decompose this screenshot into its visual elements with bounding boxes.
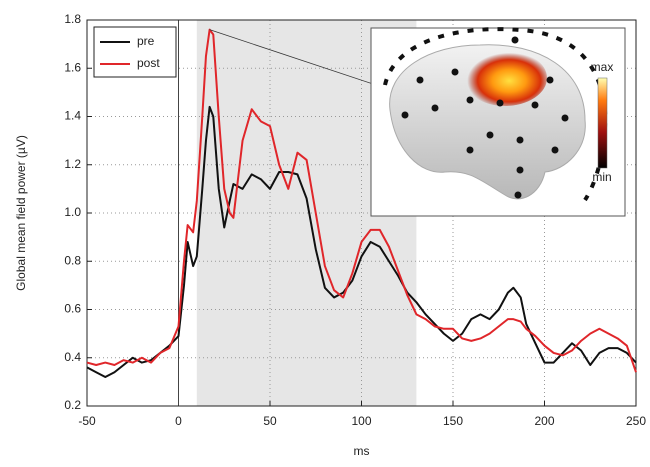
x-tick-label: 0 bbox=[175, 414, 182, 428]
x-axis-label: ms bbox=[354, 444, 370, 458]
x-tick-label: 50 bbox=[263, 414, 277, 428]
y-tick-label: 1.6 bbox=[64, 60, 81, 74]
colorbar-label: max bbox=[591, 60, 614, 74]
x-tick-label: 150 bbox=[443, 414, 463, 428]
inset-figure: max min bbox=[370, 27, 626, 217]
legend-label: pre bbox=[137, 34, 155, 48]
y-axis-label: Global mean field power (µV) bbox=[14, 135, 28, 291]
data-line bbox=[86, 28, 637, 373]
y-tick-label: 0.6 bbox=[64, 302, 81, 316]
y-tick-label: 0.2 bbox=[64, 398, 81, 412]
y-tick-label: 0.4 bbox=[64, 350, 81, 364]
y-tick-label: 1.2 bbox=[64, 157, 81, 171]
legend-box bbox=[93, 26, 177, 78]
colorbar-label: min bbox=[592, 170, 611, 184]
x-tick-label: -50 bbox=[78, 414, 96, 428]
y-tick-label: 1.0 bbox=[64, 205, 81, 219]
x-tick-label: 100 bbox=[351, 414, 371, 428]
y-tick-label: 1.4 bbox=[64, 109, 81, 123]
y-tick-label: 0.8 bbox=[64, 253, 81, 267]
legend-label: post bbox=[137, 56, 160, 70]
legend: pre post bbox=[93, 26, 177, 78]
x-tick-label: 250 bbox=[626, 414, 646, 428]
inset-leader bbox=[209, 29, 386, 89]
plot-frame bbox=[86, 19, 637, 407]
x-tick-label: 200 bbox=[534, 414, 554, 428]
y-tick-label: 1.8 bbox=[64, 12, 81, 26]
